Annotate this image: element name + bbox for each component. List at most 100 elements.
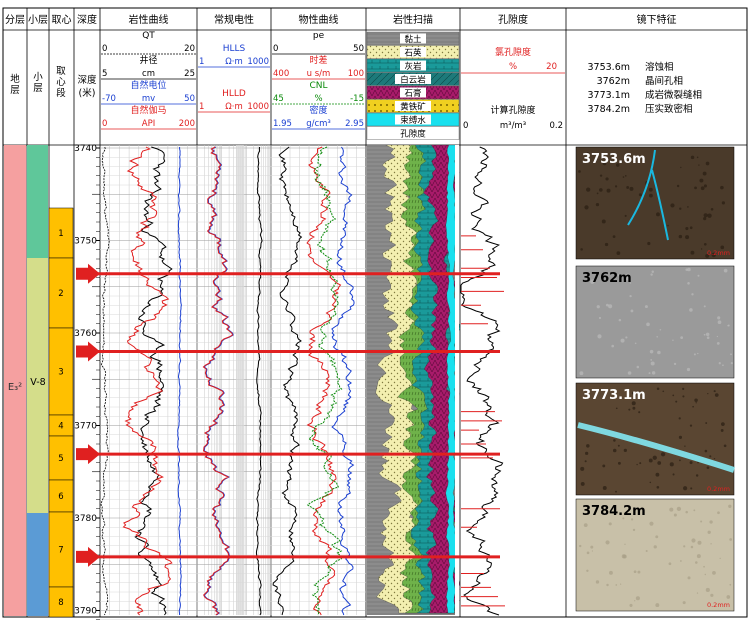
micrograph-texture: [602, 161, 607, 166]
feature-arrow: [76, 263, 100, 284]
curve-scale-right: 100: [348, 69, 364, 79]
micrograph-texture: [597, 334, 602, 339]
micrograph-texture: [623, 448, 627, 452]
curve-name: 计算孔隙度: [490, 104, 535, 116]
micro-feature-depth: 3773.1m: [588, 90, 631, 101]
column-title: 岩性曲线: [129, 13, 169, 26]
micrograph-texture: [635, 596, 640, 601]
micrograph-texture: [696, 554, 701, 559]
micrograph-texture: [680, 166, 682, 169]
micrograph-texture: [618, 318, 622, 322]
feature-arrow: [76, 444, 100, 465]
micrograph-texture: [649, 521, 654, 526]
scan-legend-label-bg: [400, 33, 426, 44]
micrograph-texture: [670, 203, 675, 208]
feature-arrow: [76, 341, 100, 362]
micrograph-texture: [669, 462, 674, 467]
micrograph-texture: [605, 177, 609, 181]
micrograph-texture: [672, 473, 675, 476]
micrograph-texture: [689, 424, 693, 427]
scan-boundwater-band: [445, 144, 458, 614]
left-label-char: 取: [56, 66, 66, 77]
curve-scale-left: 5: [102, 69, 107, 79]
micrograph-texture: [632, 528, 636, 532]
micrograph-texture: [703, 184, 707, 188]
scan-legend-label-bg: [395, 101, 431, 111]
micrograph-texture: [611, 344, 615, 348]
micrograph-texture: [716, 335, 719, 338]
left-label-char: 段: [56, 87, 66, 99]
scan-legend-label-bg: [395, 114, 431, 125]
micrograph-texture: [591, 550, 594, 552]
micrograph-texture: [709, 520, 713, 524]
curve-unit: cm: [142, 69, 155, 79]
micrograph-texture: [613, 439, 616, 442]
micrograph-texture: [580, 466, 585, 471]
micrograph-texture: [586, 551, 590, 555]
resistivity-track: [202, 145, 263, 616]
micrograph-texture: [698, 164, 700, 166]
micrograph-texture: [722, 364, 724, 367]
curve-scale-right: 20: [546, 62, 557, 72]
caliper-curve: [134, 146, 173, 616]
micrograph-texture: [682, 395, 685, 398]
column-title: 物性曲线: [299, 13, 339, 26]
scan-legend-swatch: [366, 126, 460, 140]
micrograph-texture: [717, 316, 721, 320]
micrograph-texture: [694, 398, 698, 402]
depth-tick-label: 3760: [74, 329, 97, 339]
micrograph-texture: [612, 235, 616, 239]
scan-legend-label: 白云岩: [400, 75, 426, 86]
micrograph-texture: [586, 187, 591, 192]
micrograph-texture: [621, 554, 626, 559]
micrograph-texture: [717, 511, 720, 515]
scan-legend-label: 黏土: [404, 34, 422, 45]
curve-unit: m³/m³: [500, 121, 526, 131]
micrograph-texture: [578, 170, 581, 173]
micrograph-texture: [693, 509, 696, 512]
micrograph-texture: [656, 335, 659, 338]
micrograph-texture: [707, 213, 712, 218]
micrograph-texture: [605, 303, 609, 307]
micrograph-texture: [622, 517, 625, 520]
micrograph-texture: [637, 570, 641, 574]
micrograph-texture: [612, 448, 617, 453]
sublayer-label: V-8: [30, 377, 45, 388]
curve-name: QT: [142, 31, 155, 41]
micrograph-texture: [703, 242, 707, 246]
micrograph-texture: [691, 293, 694, 296]
micrograph-texture: [585, 451, 589, 455]
micrograph-texture: [705, 587, 710, 593]
scan-legend-label: 灰岩: [404, 61, 422, 72]
micrograph-texture: [691, 538, 696, 543]
micrograph-texture: [634, 342, 637, 345]
micrograph-texture: [590, 279, 595, 284]
micrograph-texture: [704, 449, 708, 453]
micrograph-texture: [617, 461, 621, 465]
micrograph-texture: [625, 273, 630, 278]
micrograph-texture: [687, 282, 690, 285]
micrograph-texture: [685, 226, 689, 231]
micrograph-texture: [710, 543, 712, 545]
micrograph-texture: [629, 186, 634, 191]
micrograph-image: [575, 382, 735, 496]
micrograph-texture: [717, 320, 722, 325]
micrograph-texture: [615, 407, 618, 410]
micrograph-texture: [656, 485, 660, 489]
micrograph-texture: [605, 540, 610, 545]
micrograph-texture: [651, 371, 656, 375]
micrograph-texture: [710, 593, 714, 597]
micrograph-texture: [682, 601, 686, 605]
micrograph-texture: [700, 186, 705, 191]
micrograph-texture: [721, 201, 725, 205]
feature-arrow: [76, 546, 100, 567]
micrograph-texture: [706, 336, 710, 340]
core-segment-label: 5: [58, 454, 63, 464]
micrograph-texture: [705, 161, 710, 166]
curve-scale-right: 1000: [247, 102, 269, 112]
micrograph-texture: [689, 461, 693, 465]
micrograph-texture: [714, 393, 719, 397]
micrograph-texture: [707, 530, 711, 534]
qt-curve: [100, 146, 110, 616]
formation-band: [4, 145, 26, 616]
